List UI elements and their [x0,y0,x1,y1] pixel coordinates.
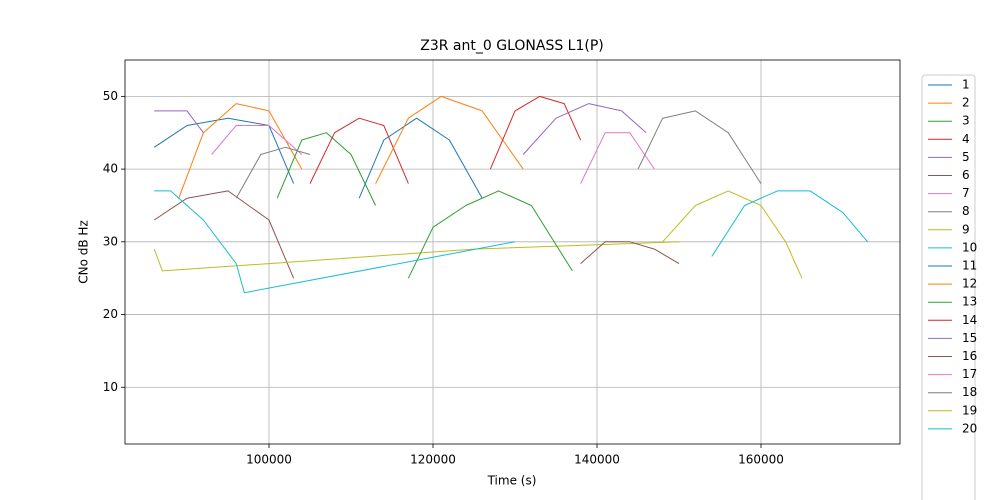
legend-label: 2 [962,96,970,110]
series-line [711,190,868,257]
legend-label: 11 [962,259,977,273]
legend-label: 1 [962,78,970,92]
series-line [153,117,295,184]
series-line [662,190,803,279]
series-line [235,146,311,199]
x-tick-label: 140000 [574,453,620,467]
chart-title: Z3R ant_0 GLONASS L1(P) [420,38,604,54]
legend-label: 6 [962,168,970,182]
x-tick-label: 100000 [246,453,292,467]
legend-label: 14 [962,313,977,327]
series-line [489,95,582,170]
series-line [580,132,655,184]
legend-label: 17 [962,367,977,381]
x-tick-label: 160000 [738,453,784,467]
legend-label: 7 [962,186,970,200]
series-line [276,132,377,206]
legend-label: 4 [962,132,970,146]
series-line [154,190,516,294]
series-line [153,241,680,272]
legend-label: 5 [962,150,970,164]
legend-label: 20 [962,421,977,435]
y-tick-label: 20 [103,307,118,321]
series-line [309,117,409,184]
series-line [178,103,303,199]
legend-label: 8 [962,204,970,218]
legend-label: 16 [962,349,977,363]
series-line [153,190,295,279]
y-axis-label: CNo dB Hz [77,220,91,284]
series-line [637,110,762,184]
legend-label: 19 [962,403,977,417]
legend-label: 12 [962,277,977,291]
plot-frame [124,59,901,445]
series-line [580,241,680,265]
x-tick-label: 120000 [410,453,456,467]
legend-label: 3 [962,114,970,128]
x-axis-label: Time (s) [487,474,537,488]
y-tick-label: 50 [103,89,118,103]
series-line [407,190,573,279]
series-line [154,110,204,134]
legend-label: 9 [962,222,970,236]
legend-label: 10 [962,240,977,254]
y-tick-label: 10 [103,380,118,394]
series-line [522,103,647,155]
legend-box [921,74,976,500]
series-line [211,125,303,155]
y-tick-label: 40 [103,162,118,176]
series-line [375,95,524,184]
series-line [358,117,483,199]
legend-label: 13 [962,295,977,309]
y-tick-label: 30 [103,234,118,248]
legend-label: 18 [962,385,977,399]
legend-label: 15 [962,331,977,345]
